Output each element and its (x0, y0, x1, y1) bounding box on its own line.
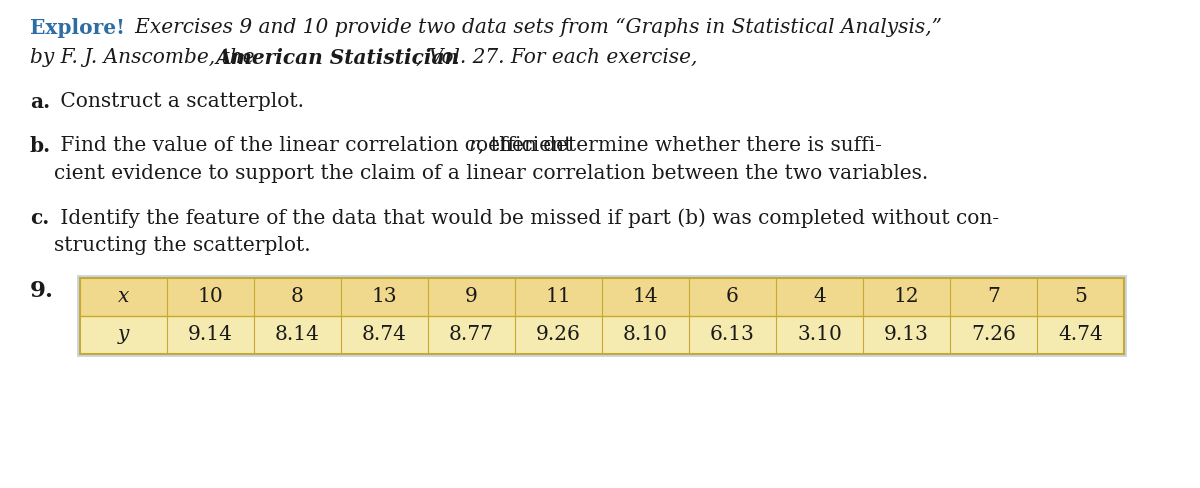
Text: a.: a. (30, 92, 50, 112)
Text: 8.14: 8.14 (275, 325, 320, 345)
Text: , then determine whether there is suffi-: , then determine whether there is suffi- (478, 136, 882, 155)
Text: Construct a scatterplot.: Construct a scatterplot. (54, 92, 304, 111)
Text: 9.14: 9.14 (188, 325, 233, 345)
Text: 8.77: 8.77 (449, 325, 494, 345)
Text: American Statistician: American Statistician (216, 48, 460, 68)
Text: by F. J. Anscombe, the: by F. J. Anscombe, the (30, 48, 260, 67)
Text: structing the scatterplot.: structing the scatterplot. (54, 236, 311, 255)
Text: y: y (118, 325, 130, 345)
Text: 9.: 9. (30, 280, 54, 302)
Text: Identify the feature of the data that would be missed if part (b) was completed : Identify the feature of the data that wo… (54, 208, 1000, 228)
Text: 14: 14 (632, 287, 659, 306)
Text: 6: 6 (726, 287, 739, 306)
Text: r: r (469, 136, 479, 155)
Text: 9.13: 9.13 (884, 325, 929, 345)
Text: 7: 7 (988, 287, 1000, 306)
Text: 11: 11 (546, 287, 571, 306)
Text: 7.26: 7.26 (971, 325, 1016, 345)
Bar (80, 278, 1124, 316)
Text: c.: c. (30, 208, 49, 228)
Text: , Vol. 27. For each exercise,: , Vol. 27. For each exercise, (416, 48, 697, 67)
Text: 3.10: 3.10 (797, 325, 842, 345)
Text: 9: 9 (466, 287, 478, 306)
Bar (80, 316, 1124, 354)
Text: 8.74: 8.74 (362, 325, 407, 345)
Text: Exercises 9 and 10 provide two data sets from “Graphs in Statistical Analysis,”: Exercises 9 and 10 provide two data sets… (115, 18, 942, 37)
Text: Find the value of the linear correlation coefficient: Find the value of the linear correlation… (54, 136, 578, 155)
Text: cient evidence to support the claim of a linear correlation between the two vari: cient evidence to support the claim of a… (54, 164, 929, 183)
Text: 4: 4 (814, 287, 826, 306)
Text: x: x (118, 287, 130, 306)
Text: 10: 10 (198, 287, 223, 306)
Text: 9.26: 9.26 (536, 325, 581, 345)
Text: 13: 13 (372, 287, 397, 306)
Text: 12: 12 (894, 287, 919, 306)
Text: 6.13: 6.13 (710, 325, 755, 345)
Text: 4.74: 4.74 (1058, 325, 1103, 345)
Text: 5: 5 (1074, 287, 1087, 306)
Text: Explore!: Explore! (30, 18, 125, 38)
Text: b.: b. (30, 136, 52, 156)
Text: 8: 8 (292, 287, 304, 306)
Text: 8.10: 8.10 (623, 325, 668, 345)
Bar (77, 275, 1127, 357)
